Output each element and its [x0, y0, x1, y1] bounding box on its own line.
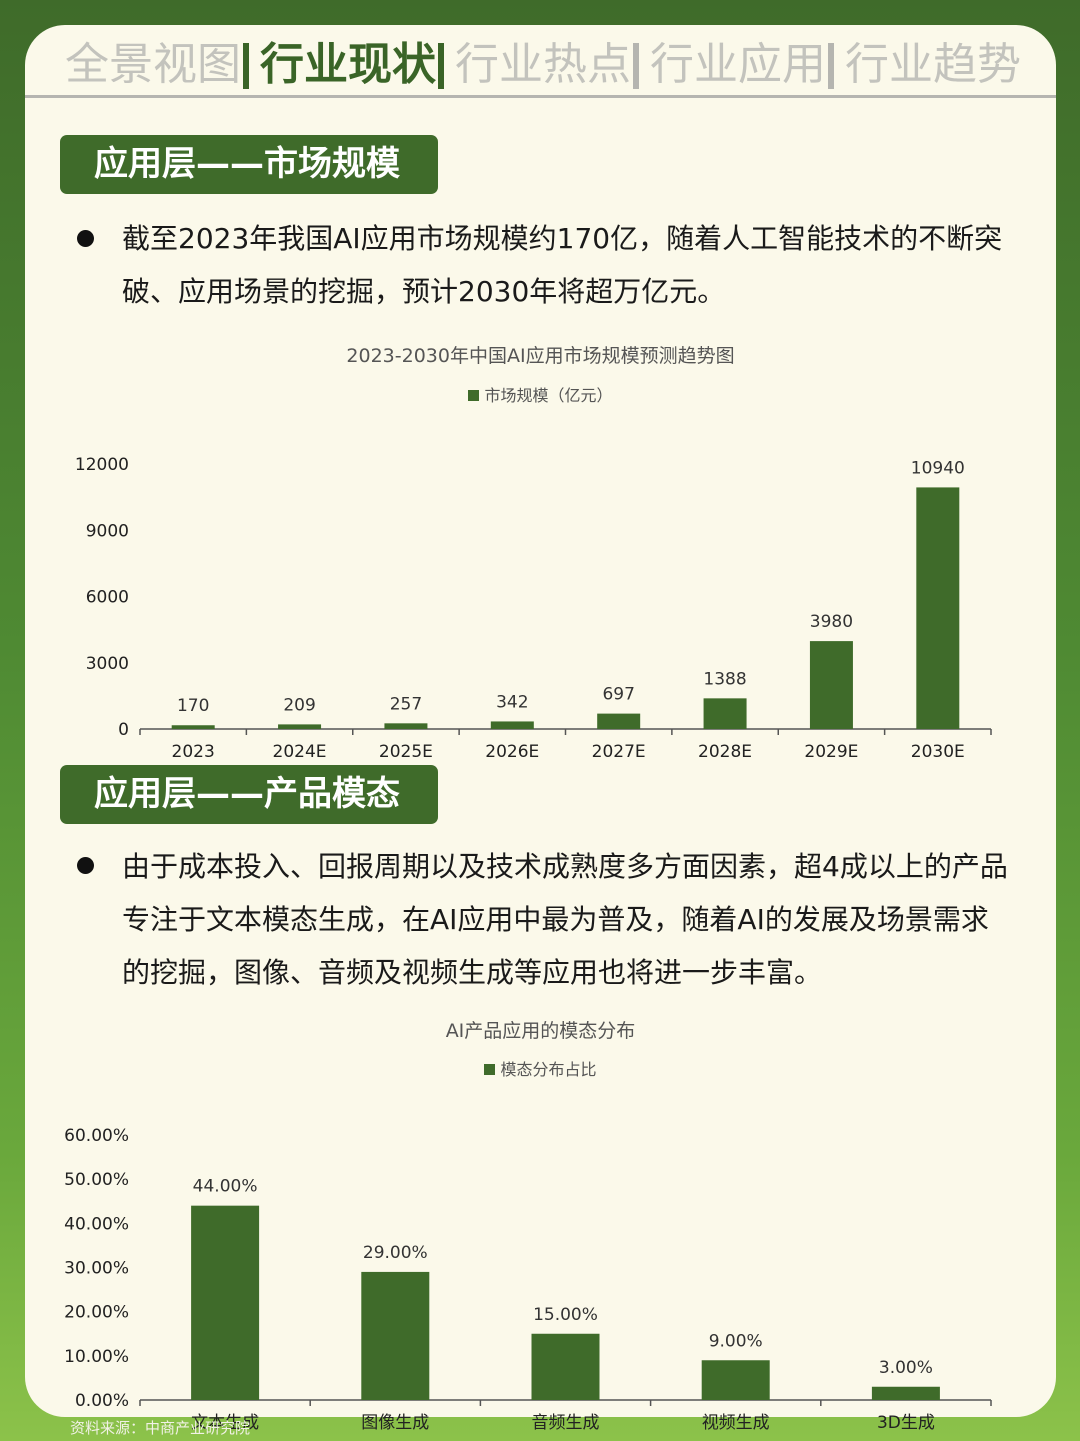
x-tick-label: 2024E	[273, 742, 327, 762]
y-tick-label: 0	[118, 720, 129, 740]
chart1-legend: 市场规模（亿元）	[25, 382, 1056, 406]
y-tick-label: 3000	[86, 654, 129, 674]
y-tick-label: 60.00%	[64, 1126, 129, 1146]
market-size-bar-chart: 0 3000 6000 9000 12000 170 2023 209 2024E 257 2025…	[75, 455, 992, 762]
modality-paragraph: 由于成本投入、回报周期以及技术成熟度多方面因素，超4成以上的产品专注于文本模态生…	[122, 850, 1008, 989]
data-label: 1388	[703, 669, 746, 689]
chart2-legend: 模态分布占比	[25, 1056, 1056, 1080]
y-tick-label: 30.00%	[64, 1259, 129, 1279]
data-label: 3980	[810, 612, 853, 632]
x-tick-label: 3D生成	[877, 1413, 935, 1433]
x-tick-label: 2026E	[485, 742, 539, 762]
x-tick-label: 2027E	[592, 742, 646, 762]
source-note: 资料来源：中商产业研究院	[70, 1419, 251, 1437]
bar	[191, 1205, 260, 1400]
data-label: 15.00%	[533, 1305, 598, 1325]
x-tick-label: 视频生成	[702, 1413, 770, 1433]
y-tick-label: 9000	[86, 521, 129, 541]
top-nav: 全景视图 行业现状 行业热点 行业应用 行业趋势	[25, 25, 1056, 98]
y-tick-label: 12000	[75, 455, 129, 475]
x-tick-label: 音频生成	[532, 1413, 600, 1433]
y-tick-label: 20.00%	[64, 1303, 129, 1323]
bar	[361, 1271, 430, 1400]
bar	[809, 641, 853, 729]
bullet-icon	[77, 230, 94, 247]
y-tick-label: 50.00%	[64, 1170, 129, 1190]
y-tick-label: 6000	[86, 588, 129, 608]
y-tick-label: 40.00%	[64, 1214, 129, 1234]
x-tick-label: 2023	[172, 742, 215, 762]
chart1-legend-label: 市场规模（亿元）	[484, 386, 613, 405]
tab-industry-trends[interactable]: 行业趋势	[845, 39, 1021, 90]
data-label: 3.00%	[879, 1358, 933, 1378]
chart1-title: 2023-2030年中国AI应用市场规模预测趋势图	[346, 345, 735, 367]
bar	[916, 487, 960, 729]
bar	[703, 698, 747, 729]
y-tick-label: 10.00%	[64, 1347, 129, 1367]
x-tick-label: 图像生成	[361, 1413, 429, 1433]
bullet-icon	[77, 857, 94, 874]
data-label: 342	[496, 692, 528, 712]
tab-panorama[interactable]: 全景视图	[65, 39, 241, 90]
tab-industry-status[interactable]: 行业现状	[260, 39, 436, 90]
x-tick-label: 2029E	[804, 742, 858, 762]
x-tick-label: 2028E	[698, 742, 752, 762]
content-card: 全景视图 行业现状 行业热点 行业应用 行业趋势 应用层——市场规模 截至202…	[25, 25, 1056, 1433]
data-label: 9.00%	[709, 1331, 763, 1351]
data-label: 257	[390, 694, 422, 714]
chart2-title: AI产品应用的模态分布	[445, 1020, 636, 1042]
section-tag-market-size: 应用层——市场规模	[60, 135, 438, 194]
nav-separator	[633, 43, 639, 89]
tab-industry-applications[interactable]: 行业应用	[650, 39, 826, 90]
bar	[701, 1360, 770, 1400]
x-tick-label: 2030E	[911, 742, 965, 762]
data-label: 697	[602, 685, 634, 705]
data-label: 170	[177, 696, 209, 716]
x-tick-label: 2025E	[379, 742, 433, 762]
nav-separator	[243, 43, 249, 89]
tab-industry-hotspots[interactable]: 行业热点	[455, 39, 631, 90]
nav-separator	[828, 43, 834, 89]
data-label: 10940	[911, 458, 965, 478]
legend-swatch	[468, 390, 480, 401]
x-tick-label: 文本生成	[191, 1413, 259, 1433]
data-label: 44.00%	[193, 1177, 258, 1197]
bar	[278, 724, 322, 729]
bar	[531, 1333, 600, 1400]
legend-swatch	[484, 1064, 496, 1075]
bar	[171, 725, 215, 729]
bar	[871, 1386, 940, 1400]
section-tag-product-modality: 应用层——产品模态	[60, 765, 438, 824]
bar	[490, 721, 534, 729]
y-tick-label: 0.00%	[75, 1391, 129, 1411]
data-label: 209	[283, 695, 315, 715]
chart2-legend-label: 模态分布占比	[500, 1060, 597, 1079]
nav-separator	[438, 43, 444, 89]
bar	[384, 723, 428, 729]
bar	[597, 713, 641, 729]
data-label: 29.00%	[363, 1243, 428, 1263]
market-size-paragraph: 截至2023年我国AI应用市场规模约170亿，随着人工智能技术的不断突破、应用场…	[122, 222, 1003, 308]
modality-bar-chart: 0.00% 10.00% 20.00% 30.00% 40.00% 50.00% 60.00…	[64, 1126, 992, 1433]
